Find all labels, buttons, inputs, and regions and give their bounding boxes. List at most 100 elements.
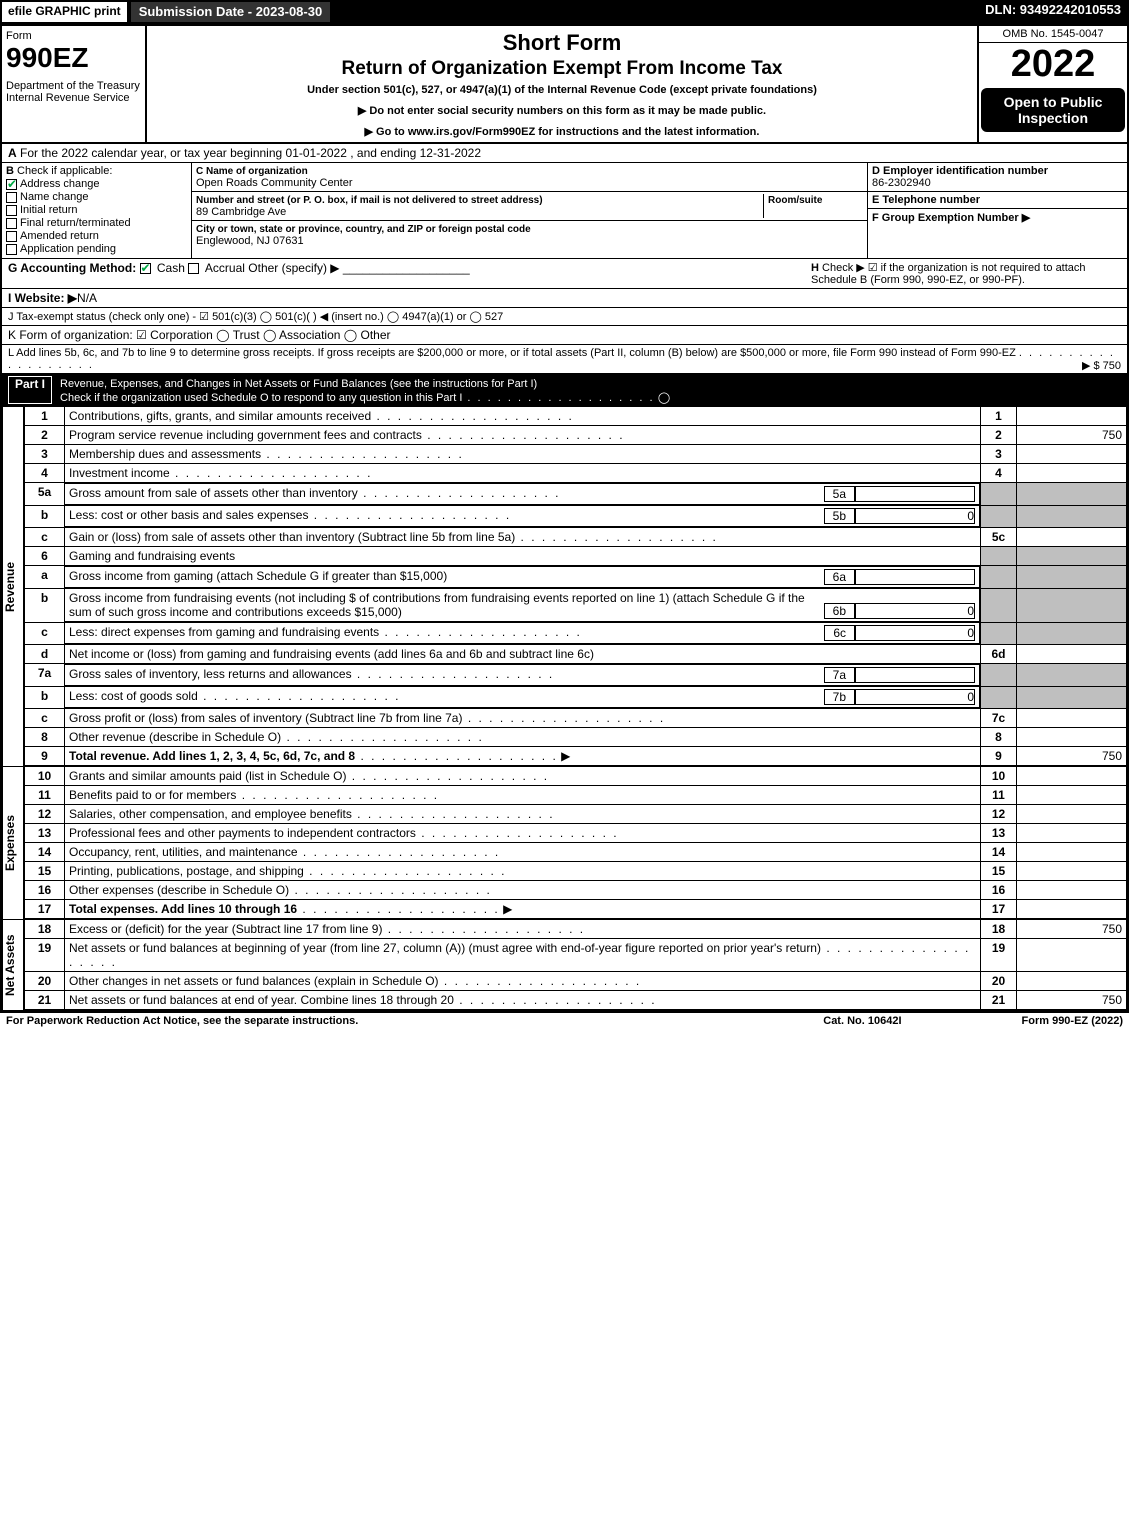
line-21: 21Net assets or fund balances at end of … bbox=[25, 991, 1127, 1010]
line-9: 9Total revenue. Add lines 1, 2, 3, 4, 5c… bbox=[25, 747, 1127, 766]
net-assets-side-label: Net Assets bbox=[2, 919, 24, 1010]
goto-link[interactable]: ▶ Go to www.irs.gov/Form990EZ for instru… bbox=[151, 125, 973, 138]
row-a-text: For the 2022 calendar year, or tax year … bbox=[20, 146, 481, 160]
d-label: D Employer identification number bbox=[872, 165, 1048, 177]
h-text: Check ▶ ☑ if the organization is not req… bbox=[811, 262, 1086, 286]
line-6b: bGross income from fundraising events (n… bbox=[25, 588, 1127, 622]
chk-application-pending[interactable]: Application pending bbox=[6, 243, 187, 255]
line-15: 15Printing, publications, postage, and s… bbox=[25, 862, 1127, 881]
part-i-num: Part I bbox=[8, 376, 52, 404]
part-i-title: Revenue, Expenses, and Changes in Net As… bbox=[60, 378, 387, 390]
tax-year: 2022 bbox=[979, 43, 1127, 86]
chk-final-return[interactable]: Final return/terminated bbox=[6, 217, 187, 229]
f-label: F Group Exemption Number ▶ bbox=[872, 212, 1030, 224]
ssn-warning: ▶ Do not enter social security numbers o… bbox=[151, 104, 973, 117]
submission-date: Submission Date - 2023-08-30 bbox=[129, 0, 333, 24]
street-label: Number and street (or P. O. box, if mail… bbox=[196, 195, 543, 206]
revenue-table: 1Contributions, gifts, grants, and simil… bbox=[24, 406, 1127, 766]
header-mid: Short Form Return of Organization Exempt… bbox=[147, 26, 977, 142]
row-a: A For the 2022 calendar year, or tax yea… bbox=[2, 144, 1127, 163]
line-4: 4Investment income4 bbox=[25, 464, 1127, 483]
g-cash: Cash bbox=[157, 261, 185, 275]
line-6a: aGross income from gaming (attach Schedu… bbox=[25, 566, 1127, 589]
page-footer: For Paperwork Reduction Act Notice, see … bbox=[0, 1012, 1129, 1029]
line-11: 11Benefits paid to or for members11 bbox=[25, 786, 1127, 805]
part-i-header: Part I Revenue, Expenses, and Changes in… bbox=[2, 374, 1127, 406]
line-6: 6Gaming and fundraising events bbox=[25, 547, 1127, 566]
under-section: Under section 501(c), 527, or 4947(a)(1)… bbox=[151, 84, 973, 96]
e-label: E Telephone number bbox=[872, 194, 980, 206]
website-value: N/A bbox=[77, 291, 97, 305]
expenses-table: 10Grants and similar amounts paid (list … bbox=[24, 766, 1127, 919]
line-14: 14Occupancy, rent, utilities, and mainte… bbox=[25, 843, 1127, 862]
g-accrual: Accrual bbox=[205, 261, 245, 275]
col-c: C Name of organization Open Roads Commun… bbox=[192, 163, 867, 258]
line-7a: 7aGross sales of inventory, less returns… bbox=[25, 664, 1127, 687]
form-word: Form bbox=[6, 30, 141, 42]
ein-value: 86-2302940 bbox=[872, 177, 931, 189]
part-i-check: Check if the organization used Schedule … bbox=[60, 392, 462, 404]
street-address: 89 Cambridge Ave bbox=[196, 206, 286, 218]
l-amount: ▶ $ 750 bbox=[1082, 359, 1121, 372]
g-label: G Accounting Method: bbox=[8, 261, 136, 275]
h-box: H Check ▶ ☑ if the organization is not r… bbox=[811, 261, 1121, 286]
chk-address-change[interactable]: Address change bbox=[6, 178, 187, 190]
city-label: City or town, state or province, country… bbox=[196, 224, 531, 235]
return-title: Return of Organization Exempt From Incom… bbox=[151, 58, 973, 80]
city-state-zip: Englewood, NJ 07631 bbox=[196, 235, 304, 247]
header-right: OMB No. 1545-0047 2022 Open to Public In… bbox=[977, 26, 1127, 142]
footer-left: For Paperwork Reduction Act Notice, see … bbox=[6, 1015, 823, 1027]
line-6d: dNet income or (loss) from gaming and fu… bbox=[25, 645, 1127, 664]
dln-label: DLN: 93492242010553 bbox=[977, 0, 1129, 24]
short-form-title: Short Form bbox=[151, 30, 973, 56]
line-7c: cGross profit or (loss) from sales of in… bbox=[25, 709, 1127, 728]
l-text: L Add lines 5b, 6c, and 7b to line 9 to … bbox=[8, 347, 1016, 359]
efile-print-button[interactable]: efile GRAPHIC print bbox=[0, 0, 129, 24]
revenue-section: Revenue 1Contributions, gifts, grants, a… bbox=[2, 406, 1127, 766]
revenue-side-label: Revenue bbox=[2, 406, 24, 766]
line-18: 18Excess or (deficit) for the year (Subt… bbox=[25, 920, 1127, 939]
chk-accrual[interactable] bbox=[188, 263, 199, 274]
part-i-checkval: ◯ bbox=[658, 392, 670, 404]
chk-name-change[interactable]: Name change bbox=[6, 191, 187, 203]
row-l: L Add lines 5b, 6c, and 7b to line 9 to … bbox=[2, 345, 1127, 374]
row-g-h: G Accounting Method: Cash Accrual Other … bbox=[2, 259, 1127, 289]
line-16: 16Other expenses (describe in Schedule O… bbox=[25, 881, 1127, 900]
b-label: Check if applicable: bbox=[17, 165, 112, 177]
header-left: Form 990EZ Department of the Treasury In… bbox=[2, 26, 147, 142]
col-b: B Check if applicable: Address change Na… bbox=[2, 163, 192, 258]
org-name: Open Roads Community Center bbox=[196, 177, 353, 189]
row-k: K Form of organization: ☑ Corporation ◯ … bbox=[2, 326, 1127, 345]
line-5c: cGain or (loss) from sale of assets othe… bbox=[25, 528, 1127, 547]
footer-catno: Cat. No. 10642I bbox=[823, 1015, 901, 1027]
section-b-to-f: B Check if applicable: Address change Na… bbox=[2, 163, 1127, 259]
g-other: Other (specify) ▶ bbox=[248, 261, 339, 275]
chk-initial-return[interactable]: Initial return bbox=[6, 204, 187, 216]
line-6c: cLess: direct expenses from gaming and f… bbox=[25, 622, 1127, 645]
open-to-public: Open to Public Inspection bbox=[981, 88, 1125, 132]
chk-amended-return[interactable]: Amended return bbox=[6, 230, 187, 242]
line-8: 8Other revenue (describe in Schedule O)8 bbox=[25, 728, 1127, 747]
col-right: D Employer identification number86-23029… bbox=[867, 163, 1127, 258]
line-12: 12Salaries, other compensation, and empl… bbox=[25, 805, 1127, 824]
net-assets-section: Net Assets 18Excess or (deficit) for the… bbox=[2, 919, 1127, 1010]
line-5a: 5aGross amount from sale of assets other… bbox=[25, 483, 1127, 506]
top-bar: efile GRAPHIC print Submission Date - 20… bbox=[0, 0, 1129, 24]
line-3: 3Membership dues and assessments3 bbox=[25, 445, 1127, 464]
department-label: Department of the Treasury Internal Reve… bbox=[6, 80, 141, 104]
line-7b: bLess: cost of goods sold7b0 bbox=[25, 686, 1127, 709]
line-1: 1Contributions, gifts, grants, and simil… bbox=[25, 407, 1127, 426]
chk-cash[interactable] bbox=[140, 263, 151, 274]
c-name-label: C Name of organization bbox=[196, 166, 308, 177]
line-10: 10Grants and similar amounts paid (list … bbox=[25, 767, 1127, 786]
expenses-section: Expenses 10Grants and similar amounts pa… bbox=[2, 766, 1127, 919]
line-17: 17Total expenses. Add lines 10 through 1… bbox=[25, 900, 1127, 919]
form-container: Form 990EZ Department of the Treasury In… bbox=[0, 24, 1129, 1012]
line-19: 19Net assets or fund balances at beginni… bbox=[25, 939, 1127, 972]
omb-number: OMB No. 1545-0047 bbox=[979, 26, 1127, 43]
row-j: J Tax-exempt status (check only one) - ☑… bbox=[2, 308, 1127, 326]
expenses-side-label: Expenses bbox=[2, 766, 24, 919]
net-assets-table: 18Excess or (deficit) for the year (Subt… bbox=[24, 919, 1127, 1010]
row-i: I Website: ▶N/A bbox=[2, 289, 1127, 308]
footer-formref: Form 990-EZ (2022) bbox=[1022, 1015, 1123, 1027]
